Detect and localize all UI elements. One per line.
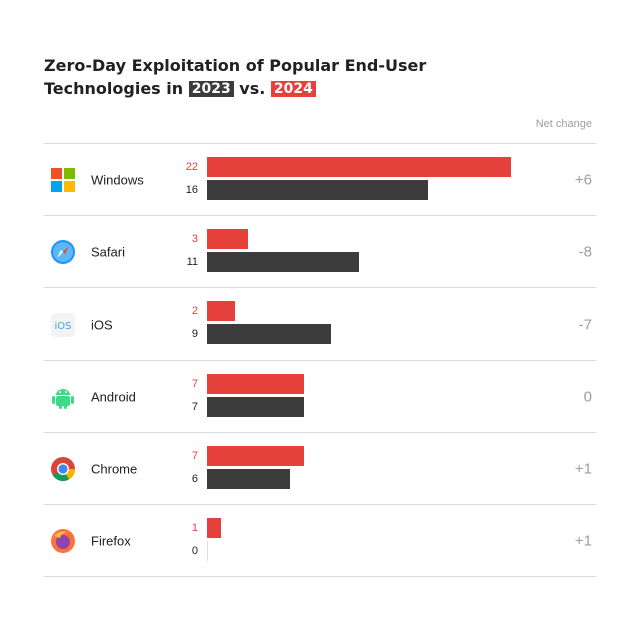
- ios-icon: iOS: [51, 312, 75, 337]
- data-label: 7: [191, 449, 198, 462]
- bar-2024: [207, 301, 235, 322]
- row-divider: [44, 504, 596, 505]
- bar-2024: [207, 518, 221, 538]
- bar-2024: [207, 157, 511, 177]
- chart-title: Zero-Day Exploitation of Popular End-Use…: [44, 54, 426, 100]
- category-label: Android: [91, 389, 136, 405]
- data-label: 2: [191, 305, 198, 318]
- net-change-value: +6: [574, 171, 592, 189]
- net-change-value: -8: [578, 243, 592, 261]
- bar-2023: [207, 252, 359, 273]
- windows-icon: [51, 168, 75, 193]
- bar-2023: [207, 468, 290, 489]
- bar-2024: [207, 445, 304, 466]
- data-label: 11: [186, 256, 198, 269]
- safari-icon: [51, 240, 75, 265]
- firefox-icon: [51, 529, 75, 554]
- data-label: 6: [191, 472, 198, 485]
- data-label: 7: [191, 400, 198, 413]
- data-label: 9: [191, 328, 198, 341]
- svg-text:iOS: iOS: [55, 321, 72, 332]
- bar-2023: [207, 541, 208, 561]
- net-change-value: +1: [574, 532, 592, 550]
- net-change-header: Net change: [535, 118, 592, 130]
- net-change-value: 0: [583, 388, 592, 406]
- category-label: Firefox: [91, 533, 131, 549]
- row-divider: [44, 215, 596, 217]
- row-divider: [44, 431, 596, 433]
- android-icon: [52, 388, 74, 409]
- row-divider: [44, 143, 596, 144]
- bar-2024: [207, 373, 304, 394]
- category-label: iOS: [91, 317, 113, 332]
- category-label: Safari: [91, 244, 125, 260]
- data-label: 1: [191, 522, 198, 534]
- data-label: 16: [185, 184, 198, 196]
- data-label: 22: [185, 161, 198, 173]
- row-divider: [44, 576, 596, 578]
- data-label: 0: [191, 545, 198, 557]
- bar-2024: [207, 229, 249, 250]
- title-line-1: Zero-Day Exploitation of Popular End-Use…: [44, 56, 427, 75]
- category-label: Chrome: [91, 461, 138, 477]
- bar-2023: [207, 180, 428, 200]
- row-divider: [44, 287, 596, 289]
- title-vs: vs.: [239, 79, 266, 98]
- data-label: 7: [191, 377, 198, 390]
- bar-2023: [207, 396, 304, 417]
- net-change-value: -7: [578, 316, 592, 333]
- net-change-value: +1: [574, 460, 592, 478]
- bar-2023: [207, 324, 332, 345]
- chrome-icon: [51, 456, 75, 481]
- category-label: Windows: [91, 172, 144, 188]
- data-label: 3: [191, 233, 198, 246]
- title-line-2: Technologies in 2023 vs. 2024: [44, 77, 426, 100]
- badge-2023: 2023: [188, 81, 234, 97]
- badge-2024: 2024: [270, 81, 316, 97]
- row-divider: [44, 359, 596, 361]
- title-prefix: Technologies in: [44, 79, 184, 98]
